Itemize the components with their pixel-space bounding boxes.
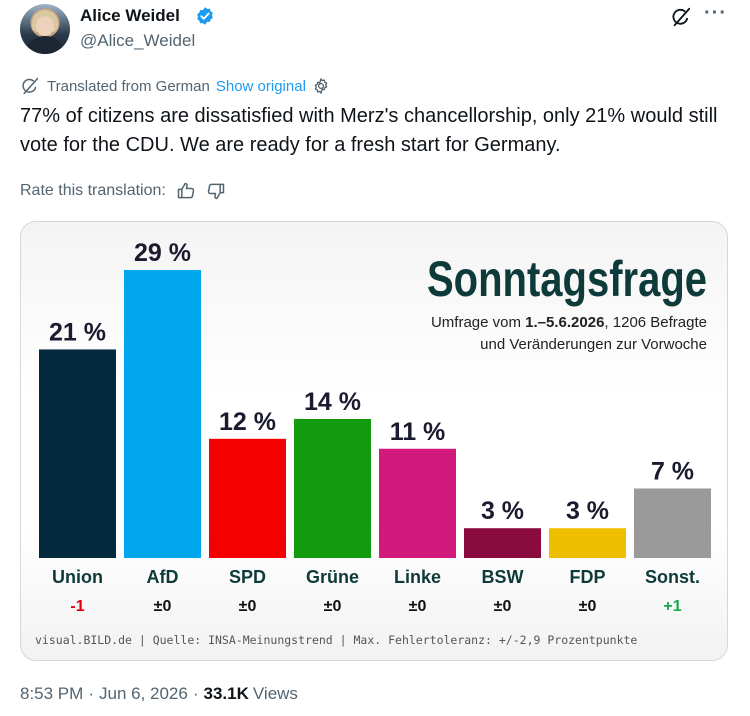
change-label-spd: ±0 — [239, 598, 257, 615]
grok-translate-icon — [22, 77, 39, 95]
change-label-afd: ±0 — [154, 598, 172, 615]
rate-translation-label: Rate this translation: — [20, 182, 166, 199]
bar-spd — [209, 438, 286, 558]
bar-afd — [124, 270, 201, 558]
category-label-union: Union — [52, 567, 103, 587]
bar-linke — [379, 448, 456, 558]
value-label-fdp: 3 % — [566, 497, 609, 525]
grok-icon[interactable] — [670, 6, 692, 28]
views-count: 33.1K — [203, 684, 249, 703]
bar-bsw — [464, 528, 541, 558]
value-label-bsw: 3 % — [481, 497, 524, 525]
change-label-linke: ±0 — [409, 598, 427, 615]
category-label-linke: Linke — [394, 567, 441, 587]
bar-gr-ne — [294, 418, 371, 558]
chart-card[interactable]: Sonntagsfrage Umfrage vom 1.–5.6.2026, 1… — [20, 221, 728, 661]
thumbs-up-icon[interactable] — [176, 181, 196, 201]
value-label-gr-ne: 14 % — [304, 388, 361, 416]
author-name[interactable]: Alice Weidel — [80, 6, 180, 25]
value-label-linke: 11 % — [390, 418, 446, 446]
change-label-bsw: ±0 — [494, 598, 512, 615]
avatar[interactable] — [20, 4, 70, 54]
change-label-fdp: ±0 — [579, 598, 597, 615]
show-original-link[interactable]: Show original — [215, 77, 306, 95]
tweet-text: 77% of citizens are dissatisfied with Me… — [20, 105, 718, 156]
translation-row: Translated from German Show original — [20, 76, 330, 96]
change-label-gr-ne: ±0 — [324, 598, 342, 615]
change-label-sonst: +1 — [663, 598, 681, 615]
tweet-date[interactable]: Jun 6, 2026 — [98, 684, 188, 703]
thumbs-down-icon[interactable] — [206, 181, 226, 201]
value-label-sonst: 7 % — [651, 457, 694, 485]
views-label: Views — [252, 684, 298, 703]
category-label-gr-ne: Grüne — [306, 567, 359, 587]
tweet-time[interactable]: 8:53 PM — [20, 684, 84, 703]
poll-bar-chart: Sonntagsfrage Umfrage vom 1.–5.6.2026, 1… — [35, 239, 711, 647]
chart-subtitle-line2: und Veränderungen zur Vorwoche — [480, 336, 707, 353]
chart-title: Sonntagsfrage — [427, 251, 707, 307]
more-options-icon[interactable]: ··· — [704, 2, 727, 24]
category-label-afd: AfD — [147, 567, 179, 587]
value-label-union: 21 % — [49, 318, 106, 346]
category-label-spd: SPD — [229, 567, 266, 587]
chart-source: visual.BILD.de | Quelle: INSA-Meinungstr… — [35, 633, 637, 647]
category-label-fdp: FDP — [570, 567, 606, 587]
bar-union — [39, 349, 116, 558]
gear-icon[interactable] — [312, 77, 330, 95]
value-label-afd: 29 % — [134, 239, 191, 267]
translated-from-label: Translated from German — [47, 77, 210, 95]
change-label-union: -1 — [70, 598, 84, 615]
value-label-spd: 12 % — [219, 408, 276, 436]
tweet-meta: 8:53 PM · Jun 6, 2026 · 33.1K Views — [20, 684, 298, 703]
author-handle[interactable]: @Alice_Weidel — [80, 31, 196, 50]
rate-translation-row: Rate this translation: — [20, 180, 226, 202]
bar-sonst — [634, 488, 711, 558]
verified-badge-icon — [197, 7, 213, 25]
chart-subtitle: Umfrage vom 1.–5.6.2026, 1206 Befragte — [431, 314, 707, 331]
bar-fdp — [549, 528, 626, 558]
category-label-bsw: BSW — [482, 567, 524, 587]
category-label-sonst: Sonst. — [645, 567, 700, 587]
